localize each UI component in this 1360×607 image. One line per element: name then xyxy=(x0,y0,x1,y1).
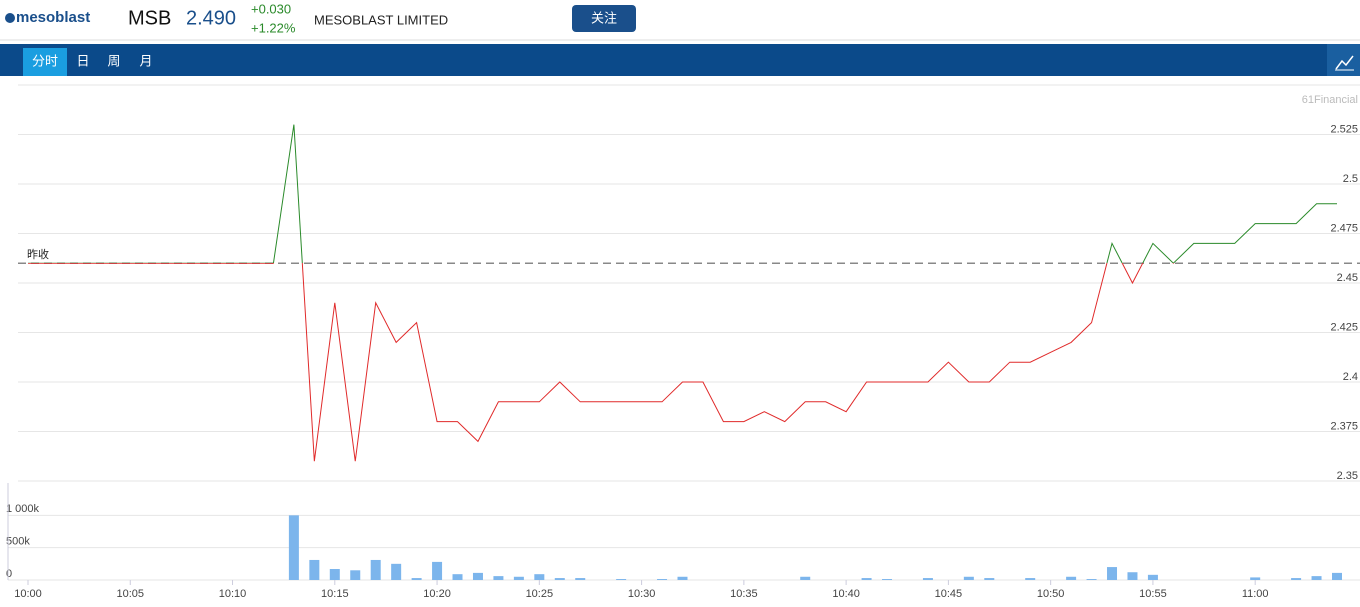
tab[interactable]: 月 xyxy=(139,53,152,68)
x-tick-label: 10:25 xyxy=(526,588,554,600)
x-tick-label: 10:15 xyxy=(321,588,349,600)
x-tick-label: 10:10 xyxy=(219,588,247,600)
volume-bar xyxy=(1086,579,1097,580)
change: +0.030 xyxy=(251,1,291,16)
y-tick-label: 2.475 xyxy=(1330,222,1358,234)
reference-label: 昨收 xyxy=(27,247,49,261)
volume-bar xyxy=(1332,572,1342,580)
volume-bar xyxy=(922,578,933,580)
x-tick-label: 10:20 xyxy=(423,588,451,600)
tab[interactable]: 日 xyxy=(76,53,89,68)
volume-bar xyxy=(534,574,545,580)
volume-bar xyxy=(616,579,627,580)
volume-bar xyxy=(800,576,811,580)
volume-bar xyxy=(882,579,893,580)
plot: 2.35 2.375 2.4 2.425 2.45 2.475 2.5 2.525 0 500k 1… xyxy=(6,123,1360,600)
x-tick-label: 10:35 xyxy=(730,588,758,600)
tab[interactable]: 分时 xyxy=(32,53,58,68)
follow-label[interactable]: 关注 xyxy=(591,10,617,25)
volume-bar xyxy=(432,561,443,580)
volume-bar xyxy=(1147,574,1158,580)
volume-bar xyxy=(411,578,422,580)
volume-bar xyxy=(391,563,402,580)
y-tick-label: 500k xyxy=(6,536,30,548)
volume-bar xyxy=(554,578,565,580)
watermark: 61Financial xyxy=(1302,94,1358,106)
x-tick-label: 10:50 xyxy=(1037,588,1065,600)
tab-bar xyxy=(0,44,1360,76)
change-pct: +1.22% xyxy=(251,20,296,35)
follow-button[interactable] xyxy=(572,5,636,32)
volume-bar xyxy=(657,579,668,580)
y-tick-label: 2.35 xyxy=(1337,470,1358,482)
x-tick-label: 10:30 xyxy=(628,588,656,600)
volume-bar xyxy=(677,576,688,580)
y-tick-label: 2.5 xyxy=(1343,173,1358,185)
price-line xyxy=(28,124,1337,462)
header-bg xyxy=(0,0,1360,40)
volume-bar xyxy=(963,576,974,580)
chart-icon xyxy=(1335,55,1354,70)
x-tick-label: 10:40 xyxy=(832,588,860,600)
volume-bar xyxy=(513,576,524,580)
y-tick-label: 2.525 xyxy=(1330,123,1358,135)
price: 2.490 xyxy=(186,7,236,29)
symbol: MSB xyxy=(128,7,171,29)
volume-bar xyxy=(288,515,299,580)
x-tick-label: 10:55 xyxy=(1139,588,1167,600)
x-tick-label: 11:00 xyxy=(1242,588,1269,600)
volume-bar xyxy=(1107,567,1118,580)
volume-bar xyxy=(370,559,381,580)
y-tick-label: 2.45 xyxy=(1337,272,1358,284)
volume-bar xyxy=(1025,578,1036,580)
company: MESOBLAST LIMITED xyxy=(314,12,448,27)
volume-bar xyxy=(1311,576,1322,580)
volume-bar xyxy=(452,574,463,580)
volume-bar xyxy=(329,569,340,580)
volume-bar xyxy=(1291,578,1302,580)
volume-bar xyxy=(309,559,320,580)
volume-bar xyxy=(575,578,586,580)
active-tab[interactable] xyxy=(23,48,67,76)
y-tick-label: 2.425 xyxy=(1330,321,1358,333)
volume-bar xyxy=(472,572,483,580)
y-tick-label: 2.4 xyxy=(1343,371,1358,383)
y-tick-label: 1 000k xyxy=(6,503,40,515)
logo: mesoblast xyxy=(16,9,90,26)
y-tick-label: 2.375 xyxy=(1330,420,1358,432)
x-tick-label: 10:45 xyxy=(935,588,963,600)
volume-bar xyxy=(1250,577,1261,580)
volume-bar xyxy=(984,578,995,580)
volume-bar xyxy=(1066,576,1077,580)
volume-bar xyxy=(350,570,361,580)
chart-icon-button[interactable] xyxy=(1327,44,1360,76)
logo-icon xyxy=(5,13,15,23)
volume-bar xyxy=(861,578,872,580)
y-tick-label: 0 xyxy=(6,568,12,580)
x-tick-label: 10:00 xyxy=(14,588,42,600)
tab[interactable]: 周 xyxy=(107,53,120,68)
volume-bar xyxy=(1127,572,1138,580)
x-tick-label: 10:05 xyxy=(117,588,145,600)
volume-bar xyxy=(493,576,504,580)
